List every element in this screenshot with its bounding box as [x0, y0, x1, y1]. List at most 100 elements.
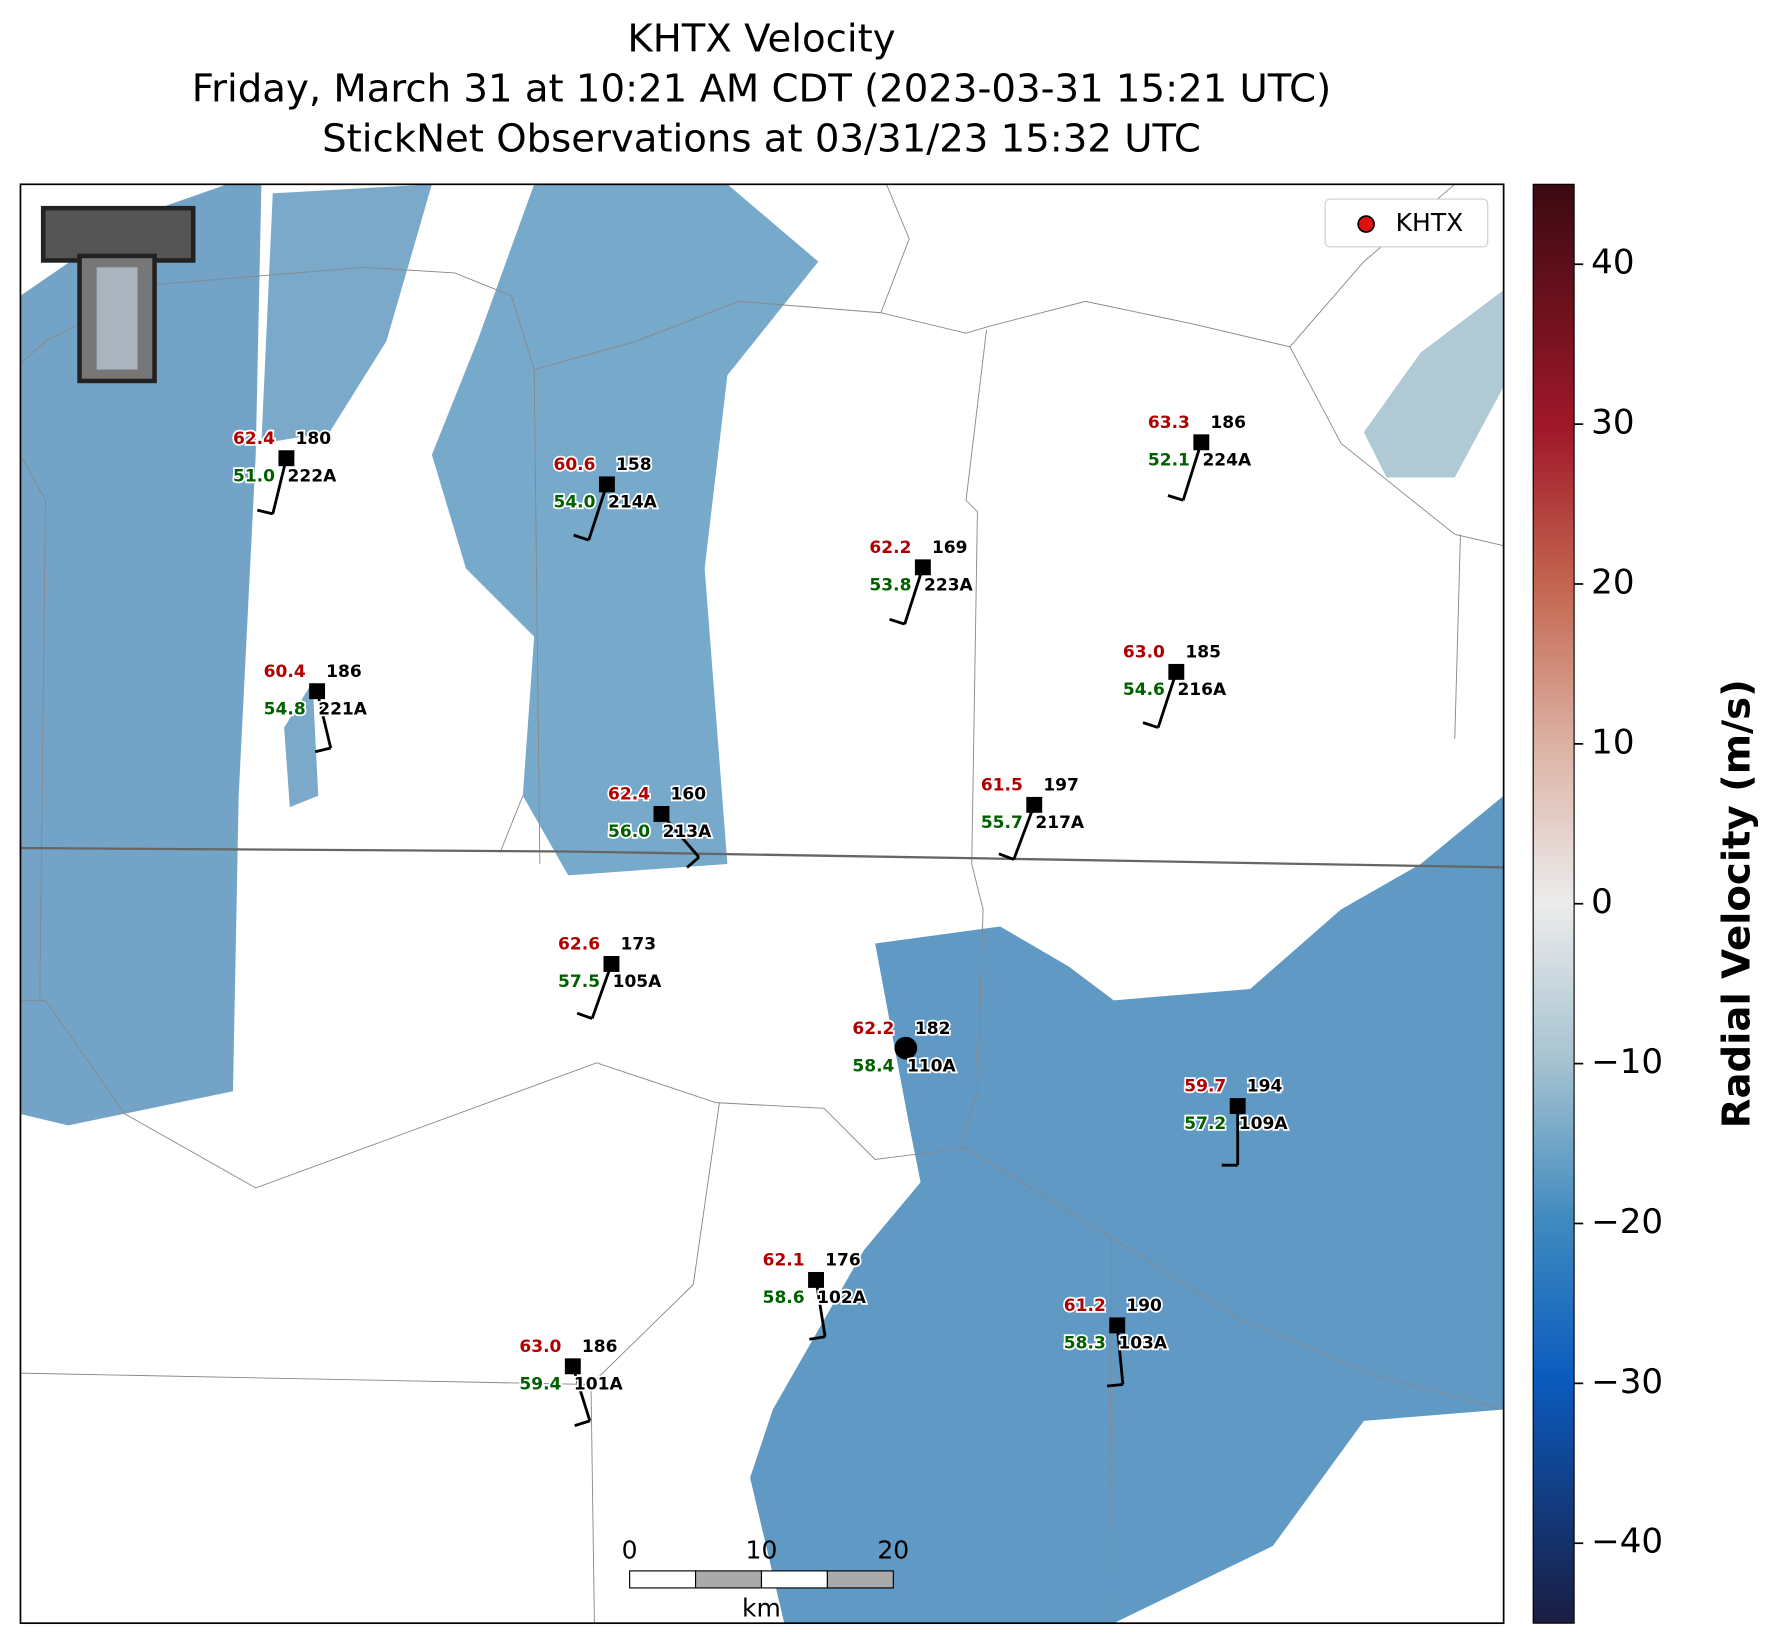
wind-barb-flag	[576, 1011, 593, 1020]
scale-label: 10	[746, 1536, 778, 1565]
wind-barb	[1156, 671, 1178, 729]
station-value: 185	[1185, 643, 1221, 663]
temperature: 62.6	[558, 935, 600, 955]
wind-barb	[1181, 441, 1203, 501]
temperature: 62.2	[852, 1019, 894, 1039]
wind-barb-flag	[1167, 494, 1184, 502]
station-value: 194	[1247, 1077, 1283, 1097]
station-value: 197	[1043, 776, 1079, 796]
station-id: 224A	[1202, 450, 1252, 470]
colorbar-tick-label: −30	[1591, 1362, 1663, 1402]
dewpoint: 59.4	[519, 1374, 561, 1394]
radar-site	[894, 1036, 918, 1060]
station-value: 173	[621, 935, 657, 955]
wind-barb-flag	[1106, 1383, 1124, 1388]
colorbar-tick-label: 30	[1591, 403, 1634, 443]
station-value: 180	[295, 429, 331, 449]
state-line	[20, 846, 1504, 869]
station-id: 222A	[288, 466, 338, 486]
wind-barb-flag	[573, 533, 590, 542]
temperature: 61.2	[1064, 1296, 1106, 1316]
scale-label: 0	[622, 1536, 638, 1565]
station-value: 160	[671, 785, 707, 805]
station-marker	[1109, 1317, 1126, 1334]
station-marker	[278, 450, 295, 467]
wind-barb	[814, 1279, 827, 1337]
logo	[40, 205, 196, 384]
temperature: 61.5	[981, 776, 1023, 796]
dewpoint: 58.4	[852, 1056, 894, 1076]
wind-barb-flag	[686, 856, 700, 869]
station-id: 109A	[1239, 1114, 1289, 1134]
dewpoint: 57.2	[1184, 1114, 1226, 1134]
station-marker	[1026, 796, 1043, 813]
colorbar-tick-label: −10	[1591, 1042, 1663, 1082]
temperature: 63.3	[1148, 413, 1190, 433]
station-value: 186	[582, 1337, 618, 1357]
dewpoint: 58.6	[763, 1288, 805, 1308]
wind-barb-flag	[256, 508, 274, 516]
temperature: 60.4	[264, 662, 306, 682]
legend: KHTX	[1324, 198, 1489, 248]
station-id: 217A	[1035, 813, 1085, 833]
station-id: 216A	[1177, 680, 1227, 700]
station-id: 103A	[1118, 1334, 1168, 1354]
legend-label: KHTX	[1396, 208, 1464, 237]
station-id: 102A	[817, 1288, 867, 1308]
map-frame	[19, 183, 1505, 1625]
station-id: 221A	[318, 699, 368, 719]
title: KHTX Velocity	[627, 17, 895, 62]
colorbar-label: Radial Velocity (m/s)	[1714, 679, 1759, 1128]
temperature: 62.1	[763, 1251, 805, 1271]
wind-barb-flag	[574, 1419, 591, 1427]
station-id: 223A	[924, 576, 974, 596]
wind-barb	[571, 1365, 592, 1422]
station-id: 214A	[608, 493, 658, 513]
station-id: 213A	[663, 822, 713, 842]
station-id: 101A	[574, 1374, 624, 1394]
temperature: 63.0	[1123, 643, 1165, 663]
dewpoint: 56.0	[608, 822, 650, 842]
wind-barb-flag	[1142, 721, 1159, 729]
colorbar-tick-label: 10	[1591, 722, 1634, 762]
temperature: 59.7	[1184, 1077, 1226, 1097]
station-id: 105A	[613, 972, 663, 992]
colorbar-tick-label: −40	[1591, 1522, 1663, 1562]
station-value: 169	[932, 538, 968, 558]
station-marker	[564, 1358, 581, 1375]
dewpoint: 54.0	[553, 493, 595, 513]
station-marker	[598, 476, 615, 493]
temperature: 62.2	[869, 538, 911, 558]
wind-barb	[1012, 804, 1036, 860]
temperature: 60.6	[553, 455, 595, 475]
dewpoint: 51.0	[233, 466, 275, 486]
scale-label: 20	[877, 1536, 909, 1565]
station-value: 182	[915, 1019, 951, 1039]
station-marker	[653, 805, 670, 822]
station-marker	[1193, 434, 1210, 451]
station-marker	[309, 683, 326, 700]
scale-unit: km	[742, 1594, 781, 1623]
scalebar: 0 10 20 km	[622, 1536, 910, 1623]
dewpoint: 54.8	[264, 699, 306, 719]
dewpoint: 54.6	[1123, 680, 1165, 700]
colorbar-tick-label: −20	[1591, 1202, 1663, 1242]
wind-barb-flag	[889, 617, 906, 626]
temperature: 62.4	[233, 429, 275, 449]
dewpoint: 53.8	[869, 576, 911, 596]
station-value: 186	[1210, 413, 1246, 433]
station-value: 176	[825, 1251, 861, 1271]
station-marker	[808, 1271, 824, 1288]
wind-barb	[271, 457, 288, 515]
station-value: 186	[326, 662, 362, 682]
wind-barb-flag	[314, 746, 332, 754]
wind-barb-flag	[809, 1335, 826, 1341]
colorbar-tick-label: 0	[1591, 882, 1613, 922]
dewpoint: 58.3	[1064, 1334, 1106, 1354]
station-value: 190	[1126, 1296, 1162, 1316]
colorbar	[1532, 183, 1575, 1624]
temperature: 63.0	[519, 1337, 561, 1357]
wind-barb	[590, 963, 613, 1020]
station-id: 110A	[907, 1056, 957, 1076]
